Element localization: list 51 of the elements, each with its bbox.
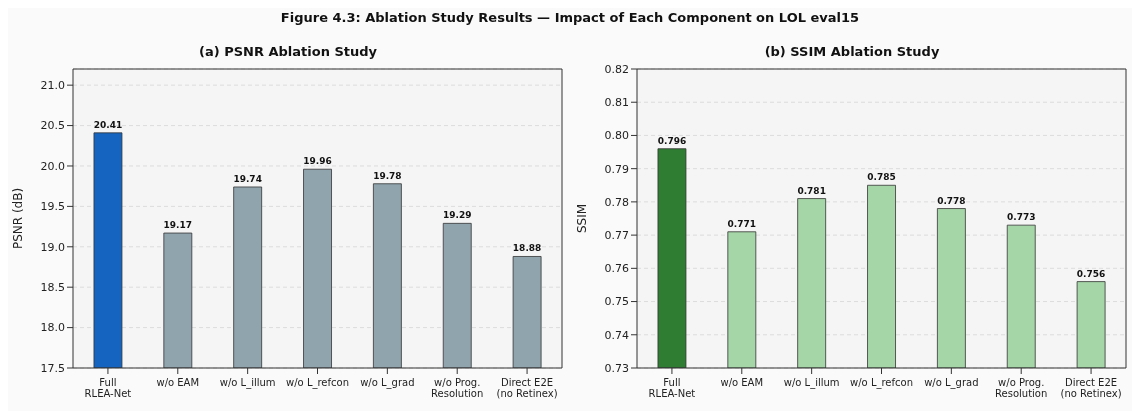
y-axis-title: PSNR (dB): [11, 187, 26, 250]
x-tick-label: w/o L_illum: [783, 377, 840, 389]
x-tick-label: w/o Prog. Resolution: [995, 377, 1048, 399]
data-label: 0.785: [867, 172, 896, 183]
y-axis-title: SSIM: [575, 203, 590, 234]
y-tick-label: 20.5: [40, 119, 65, 133]
y-tick-label: 0.78: [604, 195, 629, 209]
x-tick-label: w/o EAM: [156, 377, 200, 388]
y-tick-label: 0.82: [604, 62, 629, 76]
data-label: 0.778: [937, 195, 966, 206]
x-tick-label: w/o L_grad: [924, 377, 979, 389]
y-tick-label: 0.81: [604, 96, 629, 110]
data-label: 19.17: [163, 220, 193, 231]
y-tick-label: 0.73: [604, 361, 629, 375]
x-tick-label: w/o L_refcon: [850, 377, 913, 389]
x-tick-label: w/o L_grad: [360, 377, 415, 389]
y-tick-label: 21.0: [40, 79, 65, 93]
x-tick-label: w/o EAM: [720, 377, 764, 388]
y-tick-label: 0.74: [604, 328, 629, 342]
y-tick-label: 0.79: [604, 162, 629, 176]
data-label: 20.41: [93, 119, 123, 130]
caption: Figure 4.3: Ablation Study Results — Impact of Each Component on LOL eval15: [279, 9, 861, 27]
x-tick-label: Full RLEA-Net: [648, 377, 696, 399]
y-tick-label: 0.80: [604, 129, 629, 143]
x-tick-label: w/o L_illum: [219, 377, 276, 389]
data-label: 19.29: [443, 210, 472, 221]
y-tick-label: 20.0: [40, 159, 65, 173]
y-tick-label: 0.77: [604, 229, 629, 243]
y-tick-label: 19.0: [40, 240, 65, 254]
x-tick-label: Direct E2E (no Retinex): [496, 377, 558, 399]
y-tick-label: 0.76: [604, 262, 629, 276]
data-label: 19.96: [303, 156, 332, 167]
x-tick-label: w/o L_refcon: [286, 377, 349, 389]
x-tick-label: Full RLEA-Net: [84, 377, 132, 399]
y-tick-label: 19.5: [40, 200, 65, 214]
y-tick-label: 18.0: [40, 321, 65, 335]
x-tick-label: w/o Prog. Resolution: [431, 377, 484, 399]
chart-title: (b) SSIM Ablation Study: [763, 44, 941, 61]
data-label: 0.781: [797, 185, 826, 196]
y-tick-label: 18.5: [40, 281, 65, 295]
y-tick-label: 0.75: [604, 295, 629, 309]
data-label: 19.74: [233, 173, 262, 184]
data-label: 19.78: [373, 170, 402, 181]
x-tick-label: Direct E2E (no Retinex): [1060, 377, 1122, 399]
data-label: 18.88: [512, 243, 542, 254]
y-tick-label: 17.5: [40, 361, 65, 375]
chart-title: (a) PSNR Ablation Study: [197, 44, 379, 61]
data-label: 0.771: [727, 218, 757, 229]
data-label: 0.756: [1076, 268, 1106, 279]
data-label: 0.796: [657, 135, 687, 146]
data-label: 0.773: [1007, 212, 1036, 223]
